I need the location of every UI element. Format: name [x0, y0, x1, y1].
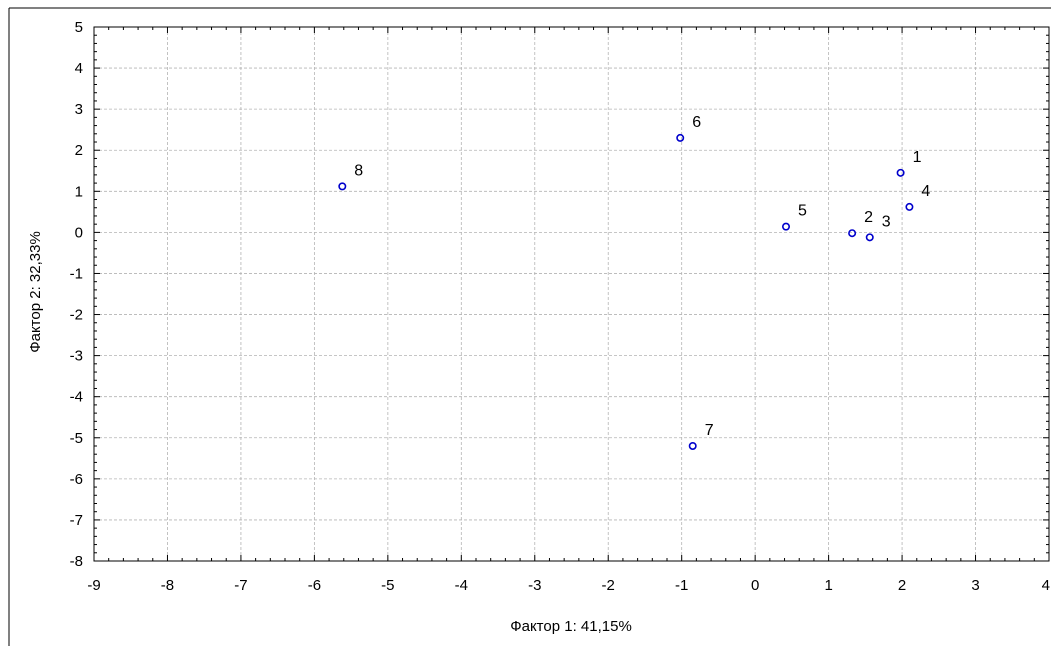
data-point-3 — [865, 233, 874, 242]
y-tick-label: -5 — [70, 430, 83, 447]
y-tick-label: 1 — [75, 183, 83, 200]
point-label-4: 4 — [921, 183, 930, 200]
y-tick-label: -6 — [70, 471, 83, 488]
grid-lines — [93, 26, 1050, 562]
x-tick-label: -5 — [381, 577, 394, 594]
point-label-5: 5 — [798, 203, 807, 220]
plot-border — [93, 26, 1050, 562]
y-tick-label: -1 — [70, 265, 83, 282]
point-label-8: 8 — [354, 162, 363, 179]
y-tick-label: -4 — [70, 389, 83, 406]
x-tick-label: -4 — [455, 577, 468, 594]
x-tick-label: 3 — [971, 577, 979, 594]
data-point-4 — [905, 202, 914, 211]
x-tick-label: 1 — [824, 577, 832, 594]
chart-frame — [8, 7, 1051, 646]
x-tick-labels: -9 -8 -7 -6 -5 -4 -3 -2 -1 0 1 2 3 4 — [87, 577, 1050, 594]
x-tick-label: 2 — [898, 577, 906, 594]
y-tick-label: -8 — [70, 553, 83, 570]
data-point-2 — [848, 229, 857, 238]
data-points — [338, 133, 914, 450]
data-point-8 — [338, 182, 347, 191]
y-axis-title: Фактор 2: 32,33% — [27, 231, 44, 353]
point-label-3: 3 — [882, 213, 891, 230]
x-tick-label: -6 — [308, 577, 321, 594]
point-label-7: 7 — [705, 422, 714, 439]
x-tick-label: -1 — [675, 577, 688, 594]
x-tick-label: 0 — [751, 577, 759, 594]
point-label-6: 6 — [692, 114, 701, 131]
y-tick-label: 4 — [75, 60, 83, 77]
y-tick-label: -2 — [70, 307, 83, 324]
y-tick-labels: -8 -7 -6 -5 -4 -3 -2 -1 0 1 2 3 4 5 — [70, 19, 83, 570]
data-point-1 — [896, 168, 905, 177]
y-tick-label: 3 — [75, 101, 83, 118]
y-tick-label: 2 — [75, 142, 83, 159]
y-tick-label: -7 — [70, 512, 83, 529]
y-tick-label: 0 — [75, 224, 83, 241]
x-tick-label: -8 — [161, 577, 174, 594]
axis-ticks — [93, 26, 1050, 562]
point-label-1: 1 — [913, 149, 922, 166]
x-tick-label: -2 — [602, 577, 615, 594]
x-tick-label: -3 — [528, 577, 541, 594]
point-label-2: 2 — [864, 209, 873, 226]
data-point-7 — [688, 441, 697, 450]
data-point-6 — [676, 133, 685, 142]
x-tick-label: -9 — [87, 577, 100, 594]
y-tick-label: -3 — [70, 348, 83, 365]
x-tick-label: -7 — [234, 577, 247, 594]
data-point-5 — [782, 222, 791, 231]
x-axis-title: Фактор 1: 41,15% — [510, 618, 632, 635]
x-tick-label: 4 — [1042, 577, 1050, 594]
y-tick-label: 5 — [75, 19, 83, 36]
